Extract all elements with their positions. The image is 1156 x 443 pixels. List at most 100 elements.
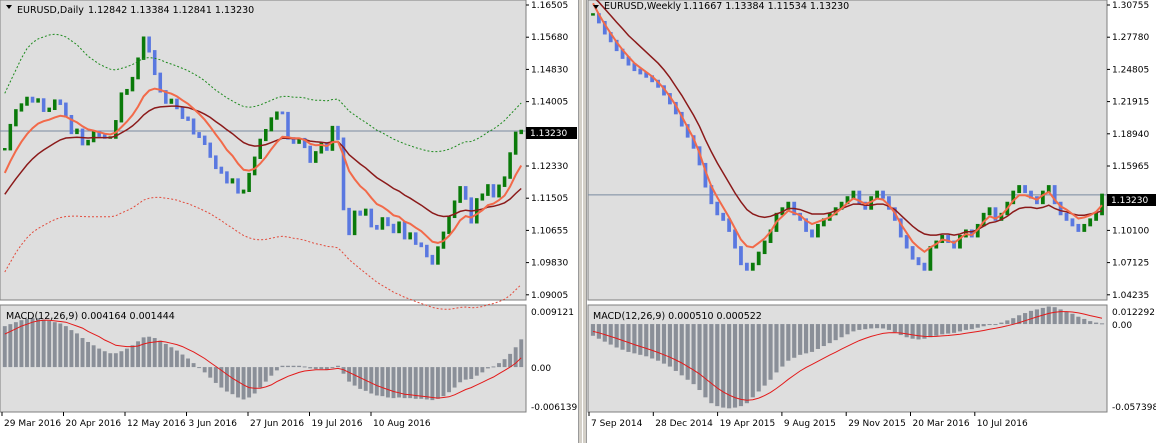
- weekly-ohlc-bar: [668, 93, 672, 105]
- daily-macd-histogram-bar: [163, 343, 168, 368]
- daily-ohlc-bar: [358, 210, 362, 216]
- weekly-price-panel[interactable]: [587, 0, 1108, 301]
- daily-ohlc-bar: [413, 232, 418, 245]
- weekly-macd-histogram-bar: [1076, 316, 1081, 325]
- daily-macd-histogram-bar: [502, 359, 507, 368]
- daily-ohlc-bar: [391, 223, 396, 234]
- daily-macd-histogram-bar: [441, 367, 446, 397]
- weekly-ohlc-bar: [614, 39, 619, 52]
- daily-macd-histogram-bar: [141, 337, 146, 368]
- daily-ohlc-bar: [502, 176, 507, 187]
- daily-chart-window[interactable]: EURUSD,Daily 1.12842 1.13384 1.12841 1.1…: [0, 0, 578, 443]
- weekly-ohlc-bar: [851, 190, 856, 199]
- weekly-ohlc-bar: [733, 229, 737, 249]
- daily-ohlc-bar: [236, 178, 240, 194]
- daily-macd-histogram-bar: [452, 367, 457, 388]
- weekly-macd-histogram-bar: [922, 324, 927, 339]
- daily-ohlc-bar: [286, 111, 290, 140]
- daily-macd-histogram-bar: [119, 351, 124, 368]
- weekly-macd-signal-line: [592, 311, 1103, 401]
- daily-macd-histogram-bar: [130, 345, 135, 368]
- daily-ohlc-bar: [336, 125, 340, 140]
- daily-macd-histogram-bar: [41, 319, 46, 368]
- daily-macd-histogram-bar: [447, 367, 451, 393]
- daily-symbol-label: EURUSD,Daily: [17, 5, 84, 16]
- daily-macd-histogram-bar: [291, 365, 296, 368]
- daily-ohlc-bar: [191, 118, 196, 135]
- daily-ohlc-bar: [125, 88, 129, 95]
- weekly-ohlc-bar: [910, 246, 915, 260]
- daily-macd-histogram-bar: [369, 367, 374, 394]
- daily-ohlc-bar: [180, 106, 185, 119]
- daily-ohlc-bar: [341, 137, 346, 211]
- daily-macd-histogram-bar: [197, 367, 202, 369]
- daily-macd-tick-label: 0.00: [531, 364, 551, 374]
- weekly-ohlc-bar: [703, 162, 708, 188]
- daily-macd-histogram-bar: [269, 367, 274, 376]
- daily-macd-signal-line: [4, 319, 522, 399]
- weekly-ohlc-bar: [591, 13, 595, 16]
- daily-price-panel[interactable]: [0, 0, 527, 301]
- daily-macd-histogram-bar: [480, 367, 485, 373]
- daily-y-tick-label: 1.14005: [531, 98, 568, 108]
- weekly-ohlc-bar: [946, 235, 951, 243]
- weekly-ohlc-bar: [685, 124, 690, 138]
- weekly-macd-histogram-bar: [685, 324, 690, 380]
- chart-splitter[interactable]: [578, 0, 587, 443]
- daily-ohlc-bar: [513, 131, 518, 155]
- weekly-macd-histogram-bar: [1028, 310, 1034, 325]
- daily-ohlc-bar: [30, 96, 35, 103]
- daily-ohlc-bar: [330, 125, 335, 151]
- daily-ohlc-bar: [369, 208, 374, 228]
- weekly-ohlc-bar: [1023, 185, 1027, 194]
- weekly-ohlc-bar: [632, 63, 637, 72]
- daily-ohlc-bar: [386, 217, 390, 227]
- daily-macd-histogram-bar: [408, 367, 413, 399]
- weekly-ohlc-bar: [673, 101, 678, 115]
- weekly-ohlc-bar: [1017, 185, 1022, 194]
- weekly-ohlc-label: 1.11667 1.13384 1.11534 1.13230: [683, 1, 849, 12]
- weekly-macd-histogram-bar: [744, 324, 749, 404]
- weekly-macd-histogram-bar: [780, 324, 785, 367]
- weekly-macd-histogram-bar: [975, 324, 980, 328]
- daily-macd-histogram-bar: [36, 318, 41, 368]
- daily-ohlc-bar: [202, 135, 207, 145]
- weekly-x-tick-label: 19 Apr 2015: [720, 419, 776, 429]
- daily-lower-band-line: [4, 196, 522, 310]
- daily-macd-histogram-bar: [419, 367, 424, 399]
- daily-macd-histogram-bar: [363, 367, 368, 391]
- weekly-y-tick-label: 1.07125: [1112, 259, 1149, 269]
- weekly-y-tick-label: 1.18940: [1112, 130, 1149, 140]
- daily-x-tick-label: 12 May 2016: [127, 419, 186, 429]
- weekly-macd-histogram-bar: [1082, 318, 1087, 325]
- daily-ohlc-bar: [430, 254, 435, 265]
- daily-ohlc-bar: [419, 242, 424, 248]
- weekly-chart-window[interactable]: EURUSD,Weekly 1.11667 1.13384 1.11534 1.…: [587, 0, 1156, 443]
- weekly-macd-histogram-bar: [727, 324, 732, 409]
- daily-chart-canvas[interactable]: EURUSD,Daily 1.12842 1.13384 1.12841 1.1…: [0, 0, 578, 443]
- daily-ohlc-bar: [152, 50, 157, 76]
- daily-ohlc-bar: [130, 76, 135, 92]
- weekly-macd-histogram-bar: [750, 324, 755, 398]
- weekly-ohlc-bar: [1011, 190, 1016, 205]
- weekly-ohlc-bar: [810, 229, 814, 238]
- weekly-ohlc-bar: [875, 190, 879, 199]
- daily-macd-histogram-bar: [25, 318, 29, 368]
- weekly-ohlc-bar: [650, 75, 655, 83]
- weekly-macd-histogram-bar: [851, 324, 856, 332]
- daily-menu-triangle-icon[interactable]: [6, 5, 12, 9]
- daily-ohlc-bar: [97, 130, 101, 137]
- weekly-macd-histogram-bar: [1099, 323, 1105, 325]
- daily-ohlc-bar: [308, 145, 312, 163]
- daily-ohlc-bar: [408, 232, 412, 240]
- weekly-ohlc-bar: [869, 196, 874, 210]
- daily-y-tick-label: 1.15680: [531, 33, 568, 43]
- weekly-menu-triangle-icon[interactable]: [593, 5, 599, 9]
- daily-macd-histogram-bar: [30, 318, 35, 368]
- daily-ohlc-bar: [169, 98, 174, 104]
- daily-macd-histogram-bar: [125, 348, 129, 368]
- weekly-macd-histogram-bar: [951, 324, 957, 333]
- weekly-chart-canvas[interactable]: EURUSD,Weekly 1.11667 1.13384 1.11534 1.…: [587, 0, 1156, 443]
- weekly-macd-histogram-bar: [969, 324, 974, 330]
- weekly-macd-histogram-bar: [940, 324, 945, 335]
